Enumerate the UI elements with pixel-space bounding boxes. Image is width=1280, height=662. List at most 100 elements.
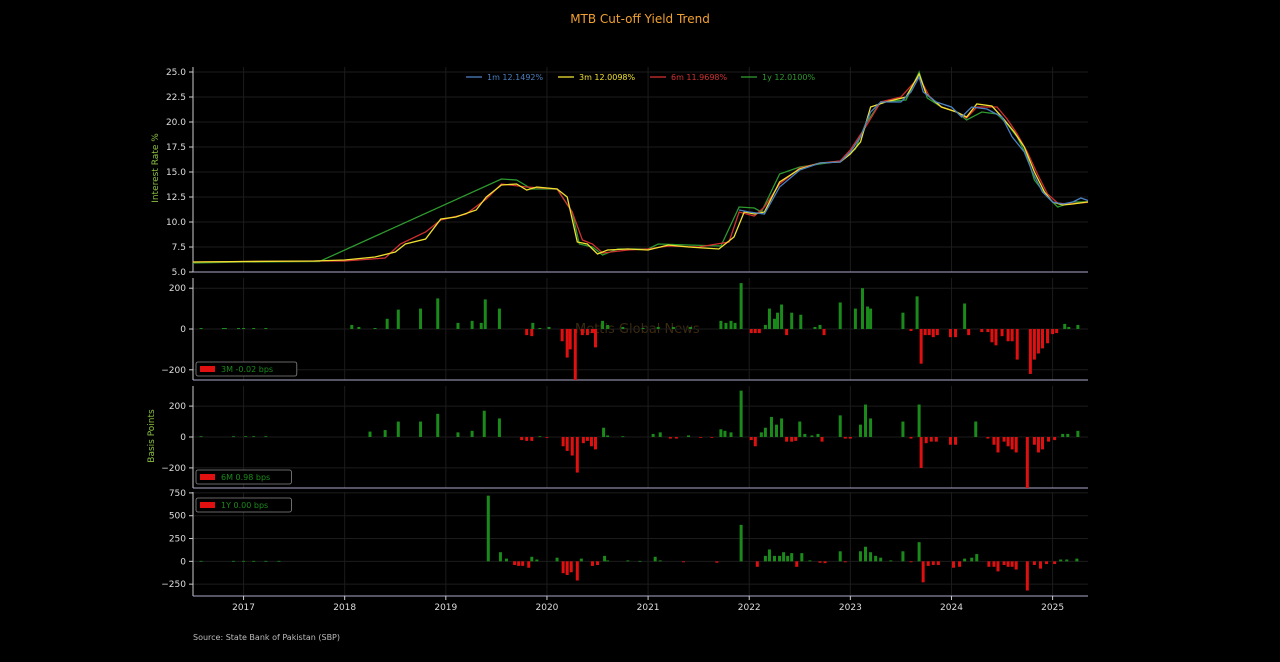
- bar: [596, 561, 600, 565]
- bar: [231, 436, 235, 438]
- y-tick-label: 200: [169, 402, 186, 412]
- bar: [1075, 558, 1079, 562]
- bar: [715, 561, 719, 563]
- bar: [780, 304, 784, 329]
- y-tick-label: 0: [180, 557, 186, 567]
- bar: [231, 560, 235, 562]
- bar: [739, 283, 743, 329]
- bar: [923, 329, 927, 336]
- bar: [901, 312, 905, 329]
- bar: [561, 561, 565, 574]
- bar: [555, 557, 559, 562]
- bar: [951, 561, 955, 568]
- bar: [252, 327, 256, 329]
- bar: [674, 437, 678, 439]
- bar: [818, 324, 822, 329]
- y-tick-label: 200: [169, 284, 186, 294]
- bar: [1006, 561, 1010, 567]
- bar: [838, 415, 842, 437]
- bar: [497, 308, 501, 329]
- bar: [1067, 326, 1071, 329]
- bar: [545, 437, 549, 438]
- bar: [1010, 329, 1014, 342]
- bar: [565, 329, 569, 358]
- bar: [986, 329, 990, 333]
- bar: [763, 555, 767, 562]
- bar: [527, 561, 531, 568]
- bar: [530, 329, 534, 337]
- bar: [992, 437, 996, 445]
- legend-entry: 1Y 0.00 bps: [221, 501, 268, 510]
- bar: [626, 560, 630, 562]
- bar: [755, 561, 759, 567]
- bar: [816, 433, 820, 437]
- bar: [739, 524, 743, 562]
- bar: [1006, 437, 1010, 447]
- bar: [924, 437, 928, 444]
- bar: [482, 410, 486, 437]
- bar: [909, 561, 913, 563]
- bar: [795, 561, 799, 567]
- bar: [505, 558, 509, 562]
- x-tick-label: 2020: [536, 603, 559, 613]
- bar: [929, 437, 933, 442]
- bar: [769, 416, 773, 437]
- bar: [992, 561, 996, 567]
- bar: [456, 432, 460, 437]
- bar: [1025, 437, 1029, 488]
- bar: [729, 320, 733, 329]
- bar: [963, 558, 967, 562]
- bar: [621, 436, 625, 438]
- bar: [790, 553, 794, 562]
- bar: [1036, 437, 1040, 453]
- x-tick-label: 2024: [940, 603, 963, 613]
- bar: [1002, 561, 1006, 565]
- bar: [958, 561, 962, 567]
- bar: [785, 329, 789, 336]
- legend-entry: 1m 12.1492%: [487, 73, 544, 82]
- bar: [869, 552, 873, 562]
- x-tick-label: 2023: [839, 603, 862, 613]
- bar: [521, 561, 525, 566]
- y-tick-label: 250: [169, 535, 186, 545]
- bar: [601, 320, 605, 329]
- bar: [593, 329, 597, 348]
- bar: [565, 561, 569, 576]
- bar: [780, 418, 784, 437]
- y-tick-label: 10.0: [166, 218, 186, 228]
- bar: [799, 314, 803, 329]
- bar: [757, 329, 761, 334]
- series-line-6m: [192, 75, 1089, 263]
- bar: [1010, 561, 1014, 567]
- bar: [373, 327, 377, 329]
- bar: [719, 320, 723, 329]
- y-tick-label: 15.0: [166, 168, 186, 178]
- bar: [1006, 329, 1010, 342]
- legend-entry: 6M 0.98 bps: [221, 473, 270, 482]
- bar: [794, 437, 798, 441]
- chart-title: MTB Cut-off Yield Trend: [570, 12, 710, 26]
- bar: [810, 435, 814, 437]
- bar: [560, 329, 564, 342]
- y-tick-label: −200: [161, 366, 186, 376]
- bar: [538, 436, 542, 438]
- bar: [1051, 329, 1055, 335]
- bar: [931, 329, 935, 338]
- bar: [917, 542, 921, 562]
- legend-box: [195, 497, 292, 513]
- series-line-1m: [738, 75, 1089, 215]
- bar: [772, 318, 776, 329]
- y-tick-label: 25.0: [166, 68, 186, 78]
- bar: [244, 436, 248, 438]
- bar: [808, 560, 812, 562]
- bar: [767, 549, 771, 562]
- bar: [569, 561, 573, 573]
- series-line-1y: [192, 70, 1089, 264]
- y-tick-label: 750: [169, 489, 186, 499]
- bar: [919, 329, 923, 364]
- bar: [733, 322, 737, 329]
- legend-box: [195, 361, 298, 377]
- bar: [954, 437, 958, 445]
- bar: [1036, 329, 1040, 354]
- bar: [798, 421, 802, 437]
